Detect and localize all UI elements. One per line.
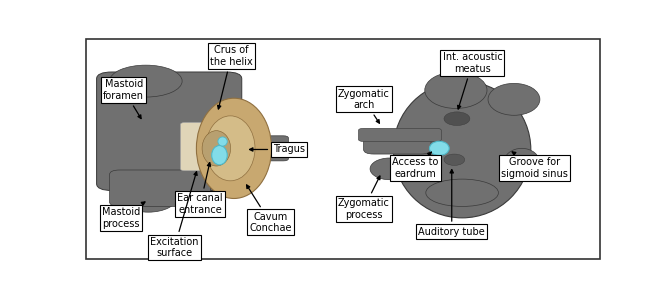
Ellipse shape <box>429 141 449 155</box>
Text: Cavum
Conchae: Cavum Conchae <box>247 185 292 233</box>
Text: Zygomatic
arch: Zygomatic arch <box>338 89 389 123</box>
Text: Int. acoustic
meatus: Int. acoustic meatus <box>443 52 502 109</box>
FancyBboxPatch shape <box>96 72 242 191</box>
Ellipse shape <box>211 146 227 165</box>
Text: Mastoid
foramen: Mastoid foramen <box>103 79 145 119</box>
Text: Groove for
sigmoid sinus: Groove for sigmoid sinus <box>501 152 568 178</box>
FancyBboxPatch shape <box>359 128 442 141</box>
Text: Crus of
the helix: Crus of the helix <box>210 45 253 109</box>
FancyBboxPatch shape <box>86 39 599 259</box>
Ellipse shape <box>444 112 470 126</box>
Text: Auditory tube: Auditory tube <box>418 170 485 237</box>
Text: Excitation
surface: Excitation surface <box>150 172 199 258</box>
Text: Mastoid
process: Mastoid process <box>102 202 145 229</box>
Ellipse shape <box>206 116 255 181</box>
Text: Ear canal
entrance: Ear canal entrance <box>177 163 223 215</box>
Ellipse shape <box>370 158 409 180</box>
Ellipse shape <box>425 72 487 108</box>
Text: Zygomatic
process: Zygomatic process <box>338 176 389 220</box>
Ellipse shape <box>444 154 465 165</box>
Text: Access to
eardrum: Access to eardrum <box>392 152 439 178</box>
Ellipse shape <box>504 148 540 178</box>
Text: Tragus: Tragus <box>250 144 305 155</box>
FancyBboxPatch shape <box>250 136 288 161</box>
Ellipse shape <box>426 179 498 207</box>
Ellipse shape <box>110 65 182 97</box>
Ellipse shape <box>120 183 177 212</box>
FancyBboxPatch shape <box>181 123 227 171</box>
Ellipse shape <box>202 131 231 166</box>
Ellipse shape <box>197 98 272 199</box>
FancyBboxPatch shape <box>110 170 211 207</box>
FancyBboxPatch shape <box>364 130 431 154</box>
Ellipse shape <box>218 137 227 146</box>
Ellipse shape <box>488 83 540 115</box>
Ellipse shape <box>393 81 531 218</box>
FancyBboxPatch shape <box>205 131 240 165</box>
